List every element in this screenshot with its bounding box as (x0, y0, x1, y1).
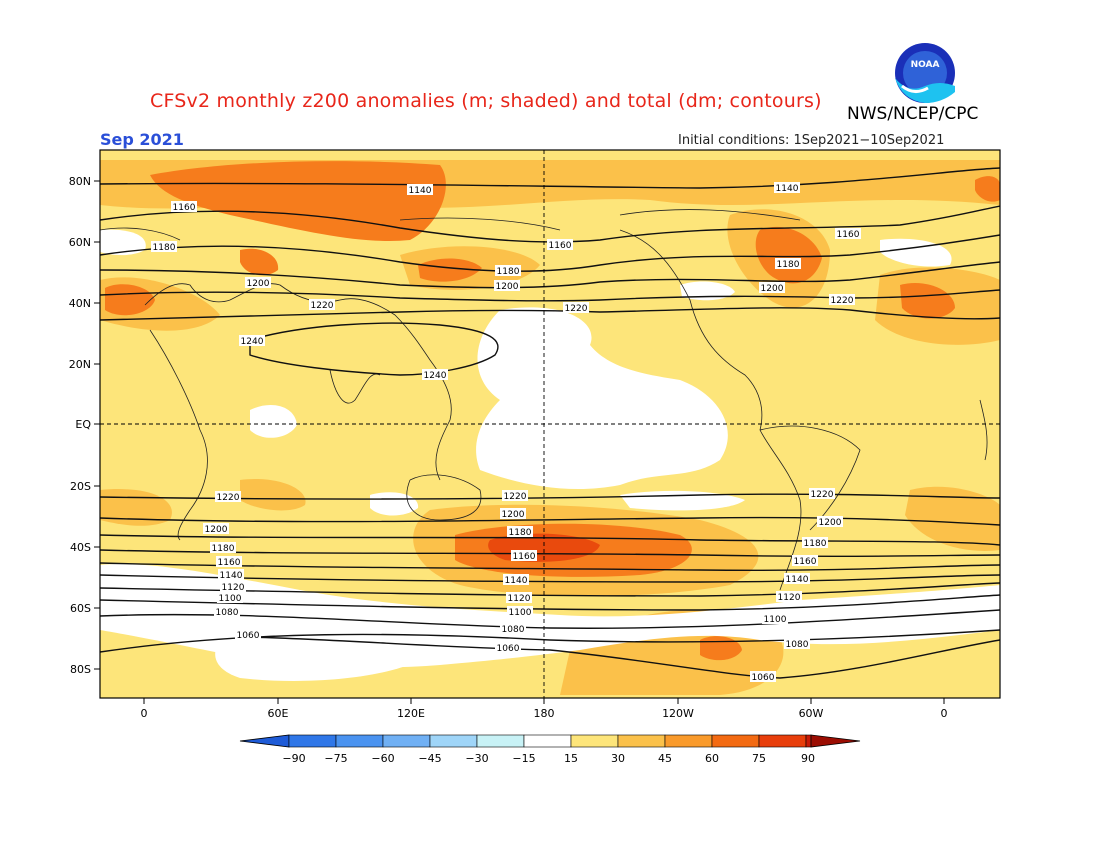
anomaly-eastern-north-america (755, 226, 822, 284)
svg-text:1200: 1200 (205, 525, 228, 535)
lat-label: EQ (75, 418, 91, 431)
svg-text:1200: 1200 (496, 282, 519, 292)
anomaly-europe (105, 284, 155, 316)
svg-text:1120: 1120 (222, 583, 245, 593)
svg-text:1160: 1160 (218, 558, 241, 568)
svg-text:1160: 1160 (794, 557, 817, 567)
svg-text:1060: 1060 (497, 644, 520, 654)
colorbar-label: −45 (418, 752, 441, 765)
anomaly-east-asia (418, 258, 482, 282)
colorbar-label: 15 (564, 752, 578, 765)
svg-text:1200: 1200 (761, 284, 784, 294)
svg-text:1160: 1160 (513, 552, 536, 562)
svg-text:1220: 1220 (565, 304, 588, 314)
colorbar-label: 60 (705, 752, 719, 765)
anomaly-tropical-pacific (476, 307, 728, 490)
svg-text:1080: 1080 (216, 608, 239, 618)
svg-text:1140: 1140 (776, 184, 799, 194)
colorbar-label: 45 (658, 752, 672, 765)
logo-text: NOAA (911, 60, 940, 70)
svg-text:1200: 1200 (819, 518, 842, 528)
lon-label: 120E (397, 707, 425, 720)
lon-label: 60W (799, 707, 824, 720)
svg-text:1080: 1080 (786, 640, 809, 650)
colorbar-label: 30 (611, 752, 625, 765)
svg-text:1240: 1240 (424, 371, 447, 381)
svg-text:1180: 1180 (212, 544, 235, 554)
svg-text:1180: 1180 (777, 260, 800, 270)
svg-text:1220: 1220 (831, 296, 854, 306)
lat-label: 20S (70, 480, 91, 493)
anomaly-shading: 1140 1140 1160 1160 1160 1180 1180 1180 … (100, 150, 1000, 698)
colorbar-label: 90 (801, 752, 815, 765)
colorbar-label: 75 (752, 752, 766, 765)
lon-label: 180 (534, 707, 555, 720)
chart-title: CFSv2 monthly z200 anomalies (m; shaded)… (150, 90, 822, 112)
colorbar-label: −75 (324, 752, 347, 765)
lat-label: 60N (69, 236, 91, 249)
colorbar-right-arrow (810, 734, 861, 748)
svg-text:1160: 1160 (549, 241, 572, 251)
svg-text:1180: 1180 (153, 243, 176, 253)
credit-label: NWS/NCEP/CPC (847, 104, 979, 124)
lat-label: 80S (70, 663, 91, 676)
svg-text:1100: 1100 (509, 608, 532, 618)
svg-text:1180: 1180 (804, 539, 827, 549)
colorbar-label: −90 (282, 752, 305, 765)
longitude-axis: 0 60E 120E 180 120W 60W 0 (141, 698, 948, 720)
lon-label: 0 (941, 707, 948, 720)
svg-text:1180: 1180 (509, 528, 532, 538)
svg-text:1120: 1120 (508, 594, 531, 604)
svg-text:1140: 1140 (220, 571, 243, 581)
noaa-logo: NOAA (895, 43, 955, 103)
anomaly-north-atlantic (900, 282, 955, 319)
color-bar: −90 −75 −60 −45 −30 −15 15 30 45 60 75 9… (239, 734, 861, 765)
svg-text:1200: 1200 (502, 510, 525, 520)
svg-text:1140: 1140 (786, 575, 809, 585)
svg-text:1160: 1160 (837, 230, 860, 240)
lat-label: 40N (69, 297, 91, 310)
colorbar-label: −60 (371, 752, 394, 765)
svg-text:1100: 1100 (219, 594, 242, 604)
svg-text:1180: 1180 (497, 267, 520, 277)
svg-text:1220: 1220 (311, 301, 334, 311)
coastlines (100, 209, 988, 591)
lat-label: 80N (69, 175, 91, 188)
svg-text:1100: 1100 (764, 615, 787, 625)
svg-text:1220: 1220 (504, 492, 527, 502)
initial-conditions: Initial conditions: 1Sep2021−10Sep2021 (678, 133, 945, 148)
lat-label: 60S (70, 602, 91, 615)
height-contours (100, 167, 1000, 679)
svg-text:1140: 1140 (409, 186, 432, 196)
anomaly-northern-eurasia (150, 161, 446, 241)
svg-text:1140: 1140 (505, 576, 528, 586)
colorbar-label: −15 (512, 752, 535, 765)
svg-text:1120: 1120 (778, 593, 801, 603)
lon-label: 120W (662, 707, 694, 720)
forecast-month: Sep 2021 (100, 130, 184, 149)
svg-text:1160: 1160 (173, 203, 196, 213)
svg-text:1220: 1220 (217, 493, 240, 503)
colorbar-left-arrow (239, 734, 290, 748)
svg-text:1220: 1220 (811, 490, 834, 500)
colorbar-label: −30 (465, 752, 488, 765)
svg-text:1060: 1060 (237, 631, 260, 641)
latitude-axis: 80N 60N 40N 20N EQ 20S 40S 60S 80S (69, 175, 100, 676)
lat-label: 40S (70, 541, 91, 554)
svg-text:1060: 1060 (752, 673, 775, 683)
svg-text:1240: 1240 (241, 337, 264, 347)
svg-text:1080: 1080 (502, 625, 525, 635)
lat-label: 20N (69, 358, 91, 371)
contour-labels: 1140 1140 1160 1160 1160 1180 1180 1180 … (151, 182, 861, 683)
svg-text:1200: 1200 (247, 279, 270, 289)
lon-label: 60E (268, 707, 289, 720)
lon-label: 0 (141, 707, 148, 720)
